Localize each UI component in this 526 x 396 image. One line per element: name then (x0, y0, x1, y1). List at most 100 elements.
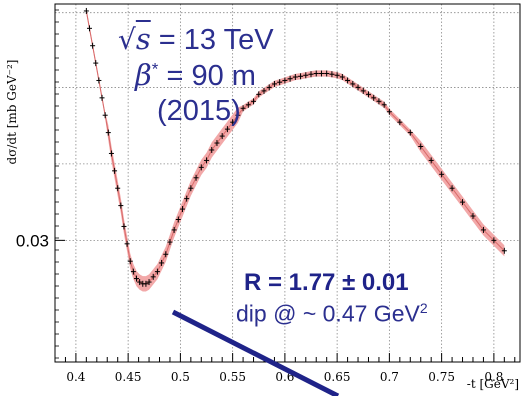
x-tick-label: 0.45 (115, 370, 142, 384)
data-point (282, 77, 288, 84)
band-area (86, 7, 505, 292)
data-point (224, 126, 230, 133)
energy-value: = 13 TeV (150, 24, 274, 56)
data-point (96, 77, 102, 84)
data-point (371, 94, 377, 101)
y-tick-label: 0.03 (16, 231, 49, 250)
dip-text: dip @ ~ 0.47 GeV (236, 300, 420, 327)
data-point (256, 91, 262, 98)
data-point (324, 70, 330, 77)
energy-symbol: s (135, 22, 151, 56)
data-point (240, 105, 246, 112)
data-point (376, 98, 382, 105)
beta-annotation: β* = 90 m (135, 58, 256, 93)
data-point (118, 202, 124, 209)
energy-annotation: √s = 13 TeV (118, 22, 274, 57)
data-point (251, 98, 257, 105)
data-point (292, 73, 298, 80)
data-point (266, 84, 272, 91)
data-point (271, 80, 277, 87)
data-point (491, 237, 497, 244)
data-point (93, 60, 99, 67)
dip-sup: 2 (419, 300, 428, 316)
data-point (261, 87, 267, 94)
data-point (318, 70, 324, 77)
dip-pointer-line (171, 309, 340, 396)
data-point (381, 101, 387, 108)
x-axis-ticks: 0.4 0.45 0.5 0.55 0.6 0.65 0.7 0.75 0.8 (64, 353, 516, 384)
data-point (470, 213, 476, 220)
data-point (219, 133, 225, 140)
data-point (501, 247, 507, 254)
beta-symbol: β (135, 58, 152, 92)
data-point (134, 275, 140, 282)
data-point (355, 84, 361, 91)
fit-line (85, 10, 505, 285)
data-point (99, 94, 105, 101)
data-point (428, 157, 434, 164)
sqrt-symbol: √ (118, 23, 136, 56)
data-point (130, 268, 136, 275)
x-tick-label: 0.75 (428, 370, 455, 384)
beta-value: = 90 m (158, 60, 256, 92)
data-point (350, 80, 356, 87)
data-point (365, 91, 371, 98)
x-tick-label: 0.7 (380, 370, 399, 384)
x-tick-label: 0.5 (171, 370, 190, 384)
data-point (179, 206, 185, 213)
data-point (83, 7, 89, 14)
data-point (418, 143, 424, 150)
data-point (90, 42, 96, 49)
data-point (167, 239, 173, 246)
data-point (214, 140, 220, 147)
data-point (480, 226, 486, 233)
data-point (329, 71, 335, 78)
data-point (184, 195, 190, 202)
data-point (298, 73, 304, 80)
data-point (108, 150, 114, 157)
data-point (163, 251, 169, 258)
data-point (159, 259, 165, 266)
data-point (339, 73, 345, 80)
beta-star: * (151, 59, 159, 79)
data-point (124, 240, 130, 247)
data-point (86, 25, 92, 32)
data-point (146, 279, 152, 286)
data-point (105, 129, 111, 136)
x-tick-label: 0.8 (484, 370, 503, 384)
data-point (308, 71, 314, 78)
data-point (313, 70, 319, 77)
data-point (188, 185, 194, 192)
plot-frame (54, 3, 521, 363)
dip-annotation: dip @ ~ 0.47 GeV2 (236, 300, 428, 328)
data-point (198, 164, 204, 171)
x-axis-label: -t [GeV²] (467, 377, 519, 391)
data-point (449, 185, 455, 192)
data-point (397, 119, 403, 126)
data-point (127, 258, 133, 265)
data-point (121, 223, 127, 230)
data-point (277, 79, 283, 86)
data-point (143, 280, 149, 287)
data-point (171, 226, 177, 233)
y-axis-ticks: 0.03 (16, 9, 65, 359)
data-point (112, 167, 118, 174)
y-axis-label: dσ/dt [mb GeV⁻²] (5, 60, 19, 165)
r-value-annotation: R = 1.77 ± 0.01 (244, 269, 409, 296)
x-tick-label: 0.65 (324, 370, 351, 384)
grid-lines (55, 4, 520, 362)
data-point (193, 174, 199, 181)
data-point (230, 119, 236, 126)
data-point (360, 87, 366, 94)
data-point (209, 146, 215, 153)
x-tick-label: 0.4 (66, 370, 85, 384)
data-point (386, 108, 392, 115)
data-point (303, 72, 309, 79)
data-point (235, 112, 241, 119)
data-point (204, 157, 210, 164)
data-point (175, 216, 181, 223)
data-point (137, 279, 143, 286)
x-tick-label: 0.55 (219, 370, 246, 384)
data-point (287, 75, 293, 82)
